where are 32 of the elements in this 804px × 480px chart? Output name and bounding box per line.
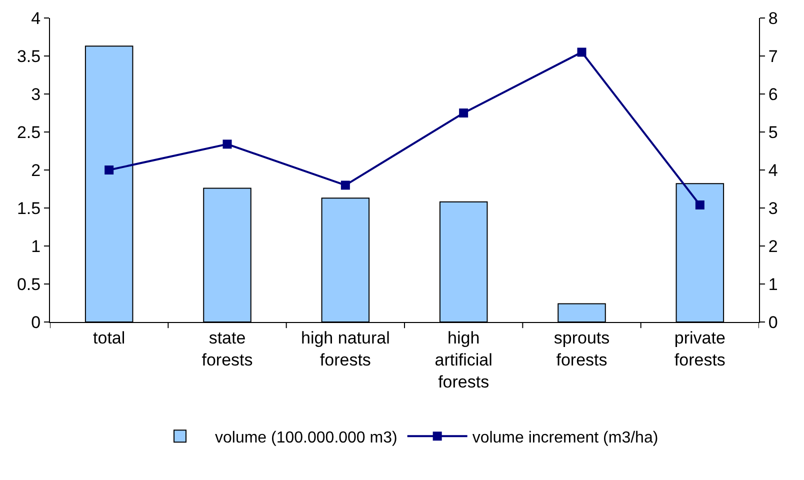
y-tick-label: 2 <box>31 160 41 180</box>
y-tick-label: 0.5 <box>16 274 41 294</box>
y2-tick-label: 4 <box>768 160 778 180</box>
x-tick-label: high artificial forests <box>434 328 492 392</box>
x-tick-label: state forests <box>202 328 253 370</box>
y2-tick-label: 6 <box>768 84 778 104</box>
legend-label: volume (100.000.000 m3) <box>215 429 398 446</box>
point <box>340 180 350 190</box>
y2-tick-label: 7 <box>768 46 778 66</box>
y2-tick-label: 8 <box>768 8 778 28</box>
point <box>577 48 586 57</box>
y-tick-label: 1 <box>31 236 41 256</box>
y-tick-label: 1.5 <box>16 198 41 218</box>
y-tick-label: 4 <box>31 8 41 28</box>
point <box>459 108 468 118</box>
y2-tick-label: 1 <box>768 274 778 294</box>
y-tick-label: 3 <box>31 84 41 104</box>
point <box>695 200 704 210</box>
point <box>222 140 232 149</box>
x-tick-label: private forests <box>674 328 726 370</box>
x-tick-label: total <box>93 328 126 348</box>
x-tick-label: sprouts forests <box>554 328 610 370</box>
point <box>104 166 114 174</box>
y2-tick-label: 5 <box>768 122 778 142</box>
y2-tick-label: 3 <box>768 198 778 218</box>
legend-label: volume increment (m3/ha) <box>472 429 658 446</box>
y-tick-label: 2.5 <box>16 122 41 142</box>
y-tick-label: 3.5 <box>16 46 41 66</box>
y-tick-label: 0 <box>31 312 41 332</box>
y2-tick-label: 0 <box>768 312 778 332</box>
y2-tick-label: 2 <box>768 236 778 256</box>
x-tick-label: high natural forests <box>301 328 390 370</box>
